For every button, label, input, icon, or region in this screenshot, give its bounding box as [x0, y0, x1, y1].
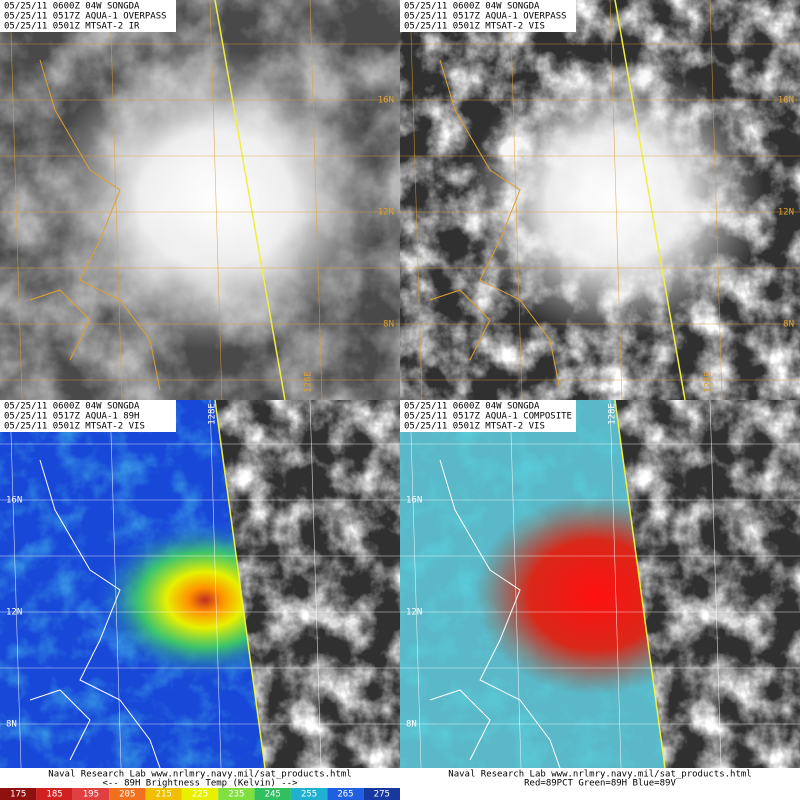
colorbar-segment [109, 788, 146, 800]
header-line: 05/25/11 0600Z 04W SONGDA [404, 2, 540, 12]
footer-line: Red=89PCT Green=89H Blue=89V [524, 779, 676, 789]
header-box [0, 0, 176, 32]
footer-line: Naval Research Lab www.nrlmry.navy.mil/s… [448, 770, 751, 780]
latitude-label: 8N [6, 720, 17, 730]
grid-line [109, 399, 123, 800]
colorbar-label: 185 [46, 790, 62, 800]
header-line: 05/25/11 0517Z AQUA-1 OVERPASS [4, 12, 167, 22]
header-box [0, 400, 176, 432]
colorbar-segment [36, 788, 73, 800]
colorbar-label: 235 [228, 790, 244, 800]
latitude-label: 16N [6, 496, 22, 506]
grid-line [409, 0, 423, 401]
footer-box [400, 768, 800, 800]
latitude-label: 16N [778, 96, 794, 106]
colorbar-segment [218, 788, 255, 800]
grid-line [409, 399, 423, 800]
panel-89h [0, 400, 400, 800]
header-line: 05/25/11 0600Z 04W SONGDA [4, 2, 140, 12]
panel-ir [0, 0, 400, 400]
grid-line [9, 0, 23, 401]
footer-line: <-- 89H Brightness Temp (Kelvin) --> [102, 779, 298, 789]
longitude-label: 128E [208, 403, 218, 425]
colorbar-label: 225 [192, 790, 208, 800]
grid-line [709, 0, 723, 401]
colorbar-segment [181, 788, 219, 800]
grid-line [609, 399, 623, 800]
header-box [400, 400, 576, 432]
panel-composite [400, 400, 800, 800]
header-line: 05/25/11 0517Z AQUA-1 OVERPASS [404, 12, 567, 22]
grid-line [209, 0, 223, 401]
colorbar-segment [327, 788, 364, 800]
latitude-label: 12N [406, 608, 422, 618]
latitude-label: 8N [383, 320, 394, 330]
colorbar-label: 205 [119, 790, 135, 800]
panel-vis [400, 0, 800, 400]
header-box [400, 0, 576, 32]
colorbar-label: 195 [83, 790, 99, 800]
colorbar-segment [145, 788, 182, 800]
colorbar-label: 275 [374, 790, 390, 800]
grid-line [509, 0, 523, 401]
colorbar-label: 255 [301, 790, 317, 800]
header-line: 05/25/11 0501Z MTSAT-2 VIS [404, 422, 545, 432]
colorbar-segment [290, 788, 328, 800]
latitude-label: 8N [406, 720, 417, 730]
longitude-label: 128E [608, 403, 618, 425]
grid-line [9, 399, 23, 800]
colorbar-segment [363, 788, 400, 800]
latitude-label: 8N [783, 320, 794, 330]
header-line: 05/25/11 0501Z MTSAT-2 IR [4, 22, 140, 32]
colorbar-label: 265 [337, 790, 353, 800]
longitude-label: 128E [704, 371, 714, 393]
grid-line [509, 399, 523, 800]
longitude-label: 128E [304, 371, 314, 393]
grid-line [709, 399, 723, 800]
colorbar-segment [0, 788, 37, 800]
colorbar-label: 245 [265, 790, 281, 800]
colorbar-segment [72, 788, 110, 800]
grid-line [609, 0, 623, 401]
header-line: 05/25/11 0517Z AQUA-1 89H [4, 412, 139, 422]
grid-line [209, 399, 223, 800]
header-line: 05/25/11 0501Z MTSAT-2 VIS [4, 422, 145, 432]
colorbar-segment [254, 788, 291, 800]
latitude-label: 16N [406, 496, 422, 506]
latitude-label: 12N [778, 208, 794, 218]
latitude-label: 12N [378, 208, 394, 218]
footer-line: Naval Research Lab www.nrlmry.navy.mil/s… [48, 770, 351, 780]
header-line: 05/25/11 0600Z 04W SONGDA [4, 402, 140, 412]
colorbar-label: 175 [10, 790, 26, 800]
header-line: 05/25/11 0501Z MTSAT-2 VIS [404, 22, 545, 32]
header-line: 05/25/11 0600Z 04W SONGDA [404, 402, 540, 412]
latitude-label: 12N [6, 608, 22, 618]
grid-line [309, 399, 323, 800]
grid-line [109, 0, 123, 401]
grid-line [309, 0, 323, 401]
latitude-label: 16N [378, 96, 394, 106]
header-line: 05/25/11 0517Z AQUA-1 COMPOSITE [404, 412, 572, 422]
colorbar-label: 215 [156, 790, 172, 800]
